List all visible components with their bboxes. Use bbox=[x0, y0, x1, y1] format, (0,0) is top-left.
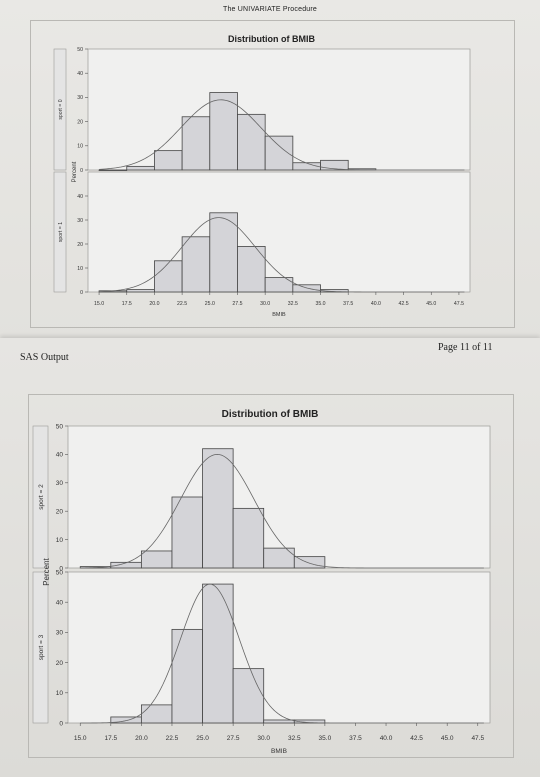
panel-strip-label: sport = 1 bbox=[58, 222, 64, 242]
figure-title-top: Distribution of BMIB bbox=[228, 34, 315, 44]
x-tick-label: 17.5 bbox=[122, 301, 132, 307]
x-axis-label: BMIB bbox=[272, 312, 286, 318]
panel-frame bbox=[87, 171, 471, 293]
panel-strip bbox=[53, 171, 67, 293]
y-tick-label: 10 bbox=[77, 266, 83, 272]
x-tick-label: 32.5 bbox=[288, 735, 301, 742]
normal-density-curve bbox=[80, 453, 484, 569]
y-tick-label: 30 bbox=[77, 95, 83, 101]
x-tick-label: 20.0 bbox=[149, 301, 159, 307]
panel-strip-label: sport = 3 bbox=[38, 634, 45, 660]
panel-frame bbox=[67, 571, 491, 724]
y-tick-label: 0 bbox=[80, 290, 83, 296]
x-tick-label: 37.5 bbox=[349, 735, 362, 742]
y-tick-label: 40 bbox=[56, 599, 64, 606]
histogram-bar bbox=[292, 284, 321, 293]
x-tick-label: 40.0 bbox=[380, 735, 393, 742]
x-tick-label: 32.5 bbox=[288, 301, 298, 307]
x-tick-label: 25.0 bbox=[205, 301, 215, 307]
x-tick-label: 22.5 bbox=[166, 735, 179, 742]
y-tick-label: 30 bbox=[56, 480, 64, 487]
x-tick-label: 35.0 bbox=[315, 301, 325, 307]
histogram-bar bbox=[171, 496, 203, 569]
x-tick-label: 20.0 bbox=[135, 735, 148, 742]
y-tick-label: 20 bbox=[77, 119, 83, 125]
y-tick-label: 20 bbox=[77, 242, 83, 248]
y-tick-label: 40 bbox=[77, 194, 83, 200]
procedure-title: The UNIVARIATE Procedure bbox=[222, 6, 318, 13]
panel-strip-label: sport = 2 bbox=[38, 484, 45, 510]
x-tick-label: 45.0 bbox=[441, 735, 454, 742]
x-tick-label: 30.0 bbox=[257, 735, 270, 742]
y-tick-label: 10 bbox=[56, 537, 64, 544]
x-tick-label: 42.5 bbox=[399, 301, 409, 307]
panel-strip-label: sport = 0 bbox=[58, 99, 64, 119]
x-axis-label: BMIB bbox=[271, 748, 287, 755]
y-tick-label: 50 bbox=[77, 47, 83, 53]
histogram-bar bbox=[232, 507, 265, 569]
histogram-bar bbox=[293, 556, 326, 569]
histogram-bar bbox=[237, 113, 266, 171]
normal-density-curve bbox=[99, 99, 465, 171]
y-tick-label: 0 bbox=[80, 168, 83, 174]
x-tick-label: 17.5 bbox=[104, 735, 117, 742]
y-axis-label: Percent bbox=[42, 557, 51, 585]
histogram-figure-top: sport = 0 0 10 20 30 40 50 sport = 1 0 10 20 30 40 15… bbox=[53, 47, 471, 318]
panel-strip bbox=[32, 425, 49, 569]
page-number: Page 11 of 11 bbox=[438, 342, 493, 353]
panel-strip bbox=[53, 48, 67, 171]
x-tick-label: 42.5 bbox=[410, 735, 423, 742]
y-tick-label: 0 bbox=[59, 565, 63, 572]
y-tick-label: 10 bbox=[56, 690, 64, 697]
y-tick-label: 30 bbox=[77, 218, 83, 224]
panel-strip bbox=[32, 571, 49, 724]
y-tick-label: 30 bbox=[56, 630, 64, 637]
figure-frame-bottom bbox=[28, 394, 514, 758]
histogram-bar bbox=[181, 236, 211, 293]
y-tick-label: 40 bbox=[56, 452, 64, 459]
y-tick-label: 40 bbox=[77, 71, 83, 77]
panel-frame bbox=[67, 425, 491, 569]
y-tick-label: 20 bbox=[56, 508, 64, 515]
y-tick-label: 50 bbox=[56, 423, 64, 430]
y-axis-label: Percent bbox=[72, 161, 78, 182]
x-tick-label: 27.5 bbox=[227, 735, 240, 742]
histogram-bar bbox=[202, 448, 234, 569]
x-tick-label: 47.5 bbox=[454, 301, 464, 307]
y-tick-label: 0 bbox=[59, 720, 63, 727]
x-tick-label: 47.5 bbox=[471, 735, 484, 742]
y-tick-label: 50 bbox=[56, 569, 64, 576]
histogram-bar bbox=[263, 719, 295, 724]
x-tick-label: 15.0 bbox=[94, 301, 104, 307]
sas-output-label: SAS Output bbox=[20, 352, 69, 363]
y-tick-label: 20 bbox=[56, 660, 64, 667]
x-tick-label: 40.0 bbox=[371, 301, 381, 307]
figure-frame-top bbox=[30, 20, 515, 328]
y-tick-label: 10 bbox=[77, 144, 83, 150]
figure-title-bottom: Distribution of BMIB bbox=[221, 409, 319, 420]
histogram-bar bbox=[140, 550, 173, 569]
x-tick-label: 25.0 bbox=[196, 735, 209, 742]
x-tick-label: 30.0 bbox=[260, 301, 270, 307]
x-tick-label: 45.0 bbox=[426, 301, 436, 307]
histogram-bar bbox=[140, 704, 173, 724]
histogram-bar bbox=[202, 583, 234, 724]
histogram-bar bbox=[293, 719, 326, 724]
histogram-bar bbox=[171, 628, 203, 724]
x-tick-label: 22.5 bbox=[177, 301, 187, 307]
x-tick-label: 35.0 bbox=[319, 735, 332, 742]
x-tick-label: 27.5 bbox=[232, 301, 242, 307]
x-tick-label: 15.0 bbox=[74, 735, 87, 742]
histogram-bar bbox=[263, 547, 295, 569]
histogram-bar bbox=[209, 212, 238, 293]
x-tick-label: 37.5 bbox=[343, 301, 353, 307]
histogram-bar bbox=[320, 159, 349, 171]
histogram-bar bbox=[232, 668, 265, 724]
